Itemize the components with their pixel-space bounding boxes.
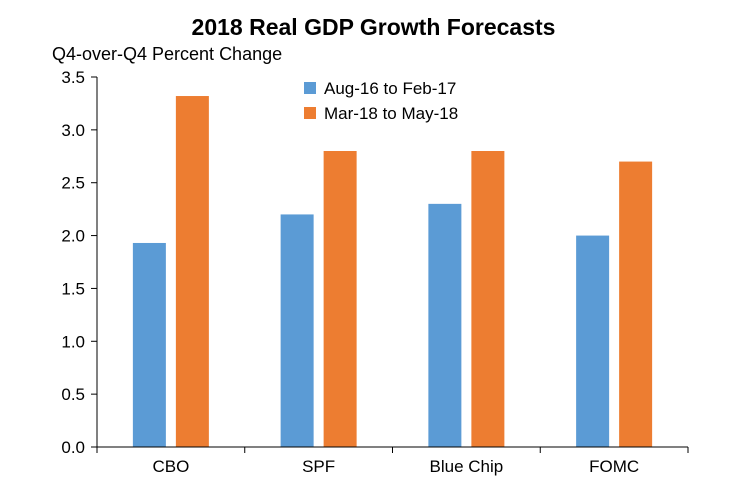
y-tick-label: 0.0 [61,438,85,457]
y-tick-label: 3.0 [61,121,85,140]
bar-cbo-series-1 [132,242,166,447]
x-tick-label: FOMC [589,457,639,476]
x-tick-label: Blue Chip [430,457,504,476]
bars-group [132,96,653,448]
y-tick-label: 0.5 [61,385,85,404]
y-tick-label: 1.5 [61,279,85,298]
legend: Aug-16 to Feb-17 Mar-18 to May-18 [304,79,458,123]
bar-cbo-series-2 [175,96,209,448]
bar-fomc-series-2 [619,161,653,448]
legend-label: Aug-16 to Feb-17 [324,79,456,98]
legend-label: Mar-18 to May-18 [324,104,458,123]
y-tick-label: 1.0 [61,332,85,351]
x-tick-label: CBO [152,457,189,476]
y-tick-label: 3.5 [61,68,85,87]
bar-spf-series-1 [280,214,314,447]
y-axis-label: Q4-over-Q4 Percent Change [52,44,283,64]
legend-swatch [304,107,316,119]
chart-title: 2018 Real GDP Growth Forecasts [191,14,556,40]
bar-fomc-series-1 [576,235,610,447]
y-tick-label: 2.0 [61,227,85,246]
bar-spf-series-2 [323,151,357,447]
legend-swatch [304,82,316,94]
axes-group: CBO SPF Blue Chip FOMC 0.0 0.5 1.0 1.5 2.0 2.5 3.0… [61,68,689,476]
x-tick-label: SPF [302,457,335,476]
y-tick-label: 2.5 [61,174,85,193]
bar-blue-chip-series-2 [471,151,505,447]
bar-blue-chip-series-1 [428,203,462,447]
